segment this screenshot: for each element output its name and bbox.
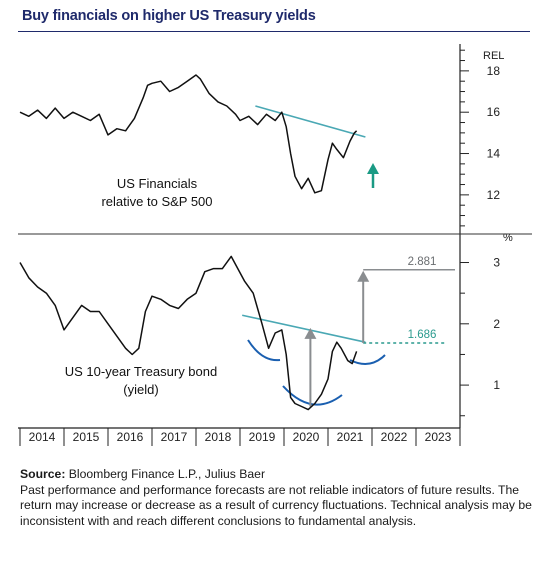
x-tick-label: 2016 (117, 430, 144, 444)
cup-arc (282, 385, 343, 406)
top-y-tick-label: 14 (487, 147, 501, 161)
footer: Source: Bloomberg Finance L.P., Julius B… (20, 467, 535, 529)
bottom-y-tick-label: 3 (493, 256, 500, 270)
bottom-y-tick-label: 2 (493, 317, 500, 331)
top-trendline (255, 105, 366, 138)
current-level-label: 1.686 (408, 329, 437, 341)
source-line: Source: Bloomberg Finance L.P., Julius B… (20, 467, 535, 483)
x-tick-label: 2022 (381, 430, 408, 444)
x-tick-label: 2018 (205, 430, 232, 444)
bottom-series-label-2: (yield) (123, 382, 158, 397)
x-tick-label: 2023 (425, 430, 452, 444)
left-shoulder-arc (247, 339, 281, 362)
top-series-label-2: relative to S&P 500 (101, 194, 212, 209)
x-tick-label: 2021 (337, 430, 364, 444)
disclaimer: Past performance and performance forecas… (20, 482, 532, 528)
up-arrow-icon (367, 163, 379, 188)
top-axis-unit: REL (483, 50, 504, 62)
bottom-y-ticks: 1 2 3 (460, 256, 500, 417)
x-axis: 2014 2015 2016 2017 2018 2019 2020 2021 2022 2023 (19, 428, 461, 446)
x-tick-label: 2014 (29, 430, 56, 444)
cup-depth-arrow-icon (304, 327, 317, 339)
bottom-series-label-1: US 10-year Treasury bond (65, 364, 217, 379)
top-series-label-1: US Financials (117, 176, 198, 191)
top-y-tick-label: 16 (487, 105, 501, 119)
bottom-panel: % 1 2 3 2.881 1.686 US 10-year Treasury bo… (19, 232, 513, 417)
bottom-trendline (242, 314, 366, 343)
projection-arrow-icon (357, 270, 370, 282)
top-y-ticks: 12 14 16 18 (460, 49, 501, 227)
top-y-tick-label: 12 (487, 188, 501, 202)
x-tick-label: 2020 (293, 430, 320, 444)
x-tick-label: 2015 (73, 430, 100, 444)
bottom-series-line (19, 255, 358, 411)
x-tick-label: 2019 (249, 430, 276, 444)
top-panel: REL 12 14 16 18 US Financials relative to S… (19, 49, 504, 227)
target-level-label: 2.881 (408, 256, 437, 268)
source-text: Bloomberg Finance L.P., Julius Baer (65, 467, 266, 481)
x-tick-label: 2017 (161, 430, 188, 444)
bottom-axis-unit: % (503, 232, 513, 244)
source-label: Source: (20, 467, 66, 481)
chart-title: Buy financials on higher US Treasury yie… (22, 8, 316, 24)
top-series-line (19, 74, 358, 194)
top-y-tick-label: 18 (487, 64, 501, 78)
bottom-y-tick-label: 1 (493, 378, 500, 392)
title-rule (18, 31, 530, 32)
